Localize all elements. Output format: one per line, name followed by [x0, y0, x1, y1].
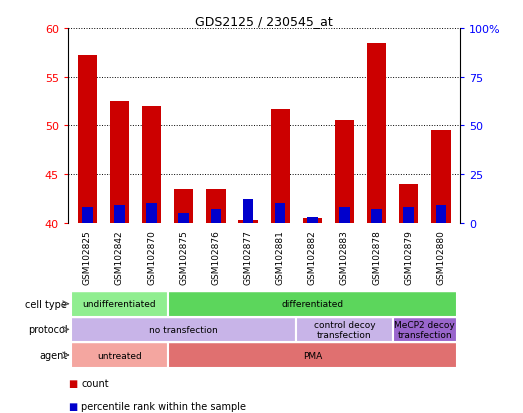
Bar [393, 317, 457, 342]
Text: count: count [81, 378, 109, 388]
Bar [114, 206, 125, 223]
Bar [243, 200, 253, 223]
Text: GSM102842: GSM102842 [115, 230, 124, 284]
Bar [168, 291, 457, 317]
Bar [303, 218, 322, 223]
Bar [335, 121, 354, 223]
Bar [275, 204, 286, 223]
Text: GSM102882: GSM102882 [308, 230, 317, 285]
Title: GDS2125 / 230545_at: GDS2125 / 230545_at [195, 15, 333, 28]
Bar [71, 342, 168, 368]
Text: GSM102870: GSM102870 [147, 230, 156, 285]
Text: percentile rank within the sample: percentile rank within the sample [81, 401, 246, 411]
Bar [77, 56, 97, 223]
Text: GSM102879: GSM102879 [404, 230, 413, 285]
Text: untreated: untreated [97, 351, 142, 360]
Bar [339, 207, 350, 223]
Text: cell type: cell type [26, 299, 67, 309]
Bar [296, 317, 393, 342]
Bar [71, 317, 296, 342]
Bar [431, 131, 451, 223]
Text: GSM102878: GSM102878 [372, 230, 381, 285]
Text: differentiated: differentiated [281, 299, 344, 309]
Text: GSM102880: GSM102880 [437, 230, 446, 285]
Text: ■: ■ [68, 378, 77, 388]
Bar [168, 342, 457, 368]
Text: no transfection: no transfection [150, 325, 218, 334]
Text: GSM102875: GSM102875 [179, 230, 188, 285]
Bar [206, 189, 225, 223]
Bar [142, 107, 161, 223]
Bar [399, 184, 418, 223]
Bar [371, 209, 382, 223]
Bar [178, 213, 189, 223]
Text: agent: agent [39, 350, 67, 360]
Text: GSM102883: GSM102883 [340, 230, 349, 285]
Bar [110, 102, 129, 223]
Text: GSM102877: GSM102877 [244, 230, 253, 285]
Bar [367, 43, 386, 223]
Bar [146, 204, 157, 223]
Bar [174, 189, 194, 223]
Bar [307, 217, 317, 223]
Bar [270, 109, 290, 223]
Text: GSM102881: GSM102881 [276, 230, 285, 285]
Text: ■: ■ [68, 401, 77, 411]
Text: GSM102825: GSM102825 [83, 230, 92, 285]
Text: control decoy
transfection: control decoy transfection [314, 320, 376, 339]
Text: PMA: PMA [303, 351, 322, 360]
Bar [211, 209, 221, 223]
Bar [403, 207, 414, 223]
Bar [436, 206, 446, 223]
Bar [82, 207, 93, 223]
Text: MeCP2 decoy
transfection: MeCP2 decoy transfection [394, 320, 455, 339]
Text: GSM102876: GSM102876 [211, 230, 220, 285]
Bar [238, 220, 258, 223]
Bar [71, 291, 168, 317]
Text: protocol: protocol [28, 325, 67, 335]
Text: undifferentiated: undifferentiated [83, 299, 156, 309]
